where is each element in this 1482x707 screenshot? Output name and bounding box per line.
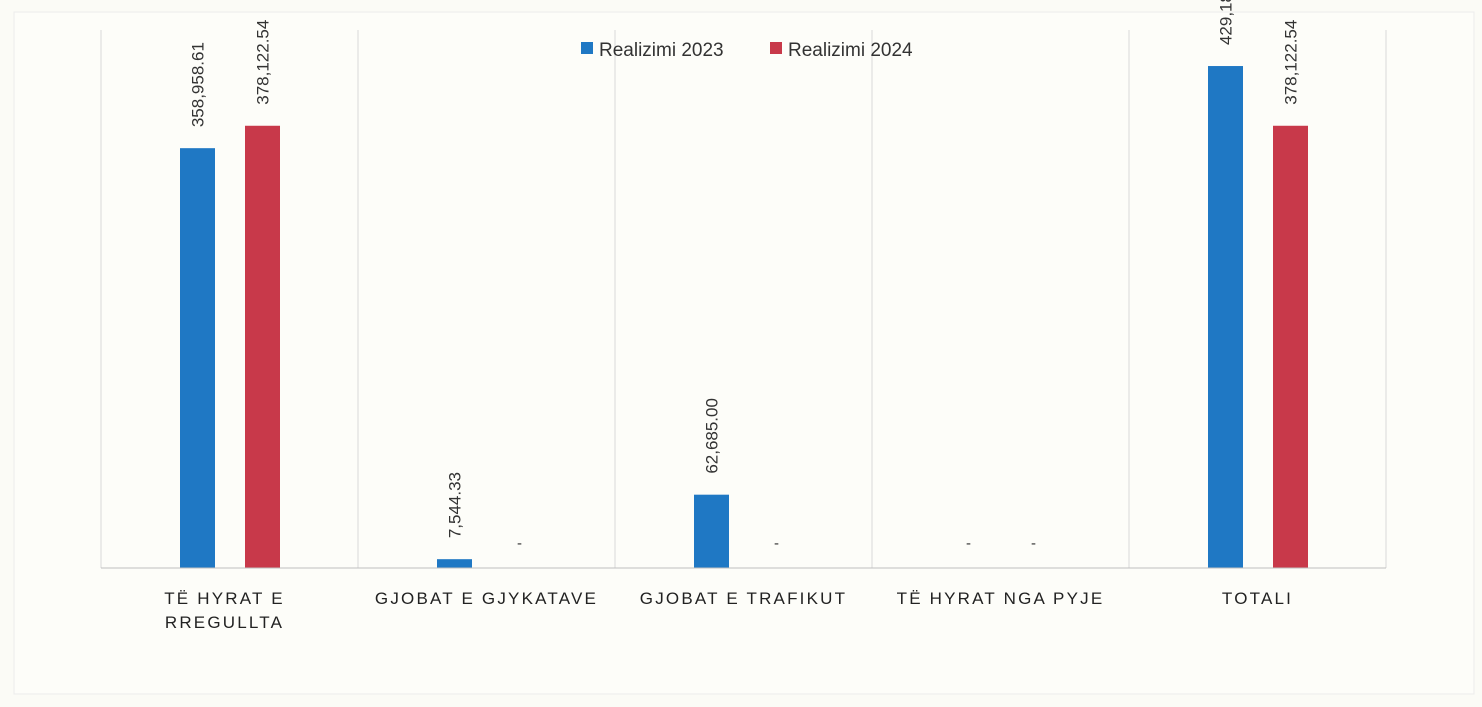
data-label: 429,187.94: [1217, 0, 1236, 45]
x-tick-label: TË HYRAT E RREGULLTA: [164, 589, 285, 632]
bar-2024: [1273, 125, 1308, 568]
category-grid: [100, 30, 1387, 568]
data-label-empty: -: [517, 535, 522, 552]
bars: [180, 66, 1308, 568]
data-label-empty: -: [1031, 535, 1036, 552]
bar-2023: [694, 494, 729, 568]
data-label: 378,122.54: [254, 20, 273, 105]
data-label-empty: -: [774, 535, 779, 552]
data-label-empty: -: [966, 535, 971, 552]
bar-2024: [245, 125, 280, 568]
x-axis: TË HYRAT E RREGULLTA GJOBAT E GJYKATAVE GJO…: [101, 567, 1386, 632]
bar-2023: [1208, 66, 1243, 568]
legend-label: Realizimi 2023: [599, 40, 724, 61]
bar-2023: [437, 559, 472, 568]
legend: Realizimi 2023 Realizimi 2024: [581, 40, 913, 61]
data-labels: 358,958.61 7,544.33 62,685.00 - 429,187.94 37…: [189, 0, 1301, 552]
x-tick-label: GJOBAT E GJYKATAVE: [375, 589, 598, 608]
data-label: 62,685.00: [703, 398, 722, 474]
legend-swatch: [581, 42, 593, 54]
data-label: 7,544.33: [446, 472, 465, 538]
x-tick-label: TOTALI: [1222, 589, 1293, 608]
x-tick-label: GJOBAT E TRAFIKUT: [640, 589, 847, 608]
x-tick-label: TË HYRAT NGA PYJE: [897, 589, 1105, 608]
data-label: 358,958.61: [189, 42, 208, 127]
data-label: 378,122.54: [1282, 20, 1301, 105]
bar-2023: [180, 148, 215, 568]
legend-label: Realizimi 2024: [788, 40, 913, 61]
legend-swatch: [770, 42, 782, 54]
